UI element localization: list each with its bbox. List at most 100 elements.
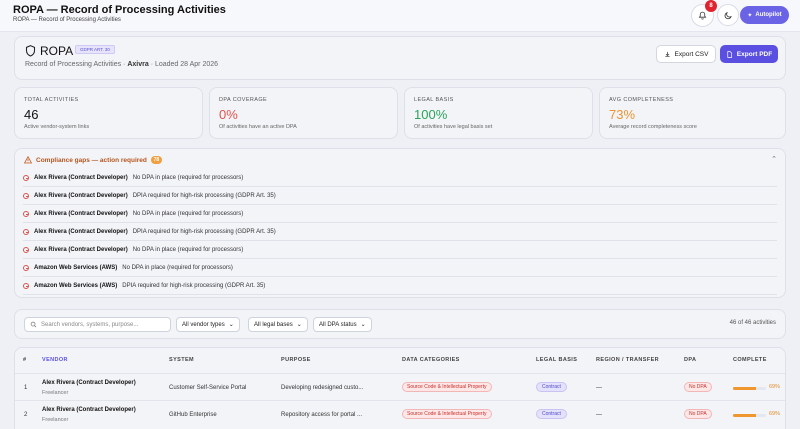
file-icon bbox=[727, 50, 732, 58]
stat-value: 100% bbox=[414, 107, 448, 122]
gap-row[interactable]: Amazon Web Services (AWS) DPIA required f… bbox=[23, 278, 777, 295]
stat-value: 46 bbox=[24, 107, 39, 122]
gap-issue: No DPA in place (required for processors… bbox=[132, 247, 244, 253]
export-pdf-label: Export PDF bbox=[736, 50, 773, 58]
export-csv-button[interactable]: Export CSV bbox=[656, 45, 716, 63]
autopilot-label: Autopilot bbox=[755, 12, 782, 18]
system-name: GitHub Enterprise bbox=[169, 412, 217, 418]
vendor-type-value: All vendor types bbox=[182, 321, 225, 328]
dpa-status-tag: No DPA bbox=[684, 409, 712, 419]
meta-suffix: · Loaded 28 Apr 2026 bbox=[150, 61, 219, 68]
gap-vendor: Alex Rivera (Contract Developer) bbox=[34, 211, 128, 217]
gaps-count-badge: 78 bbox=[150, 156, 162, 164]
column-header-region[interactable]: REGION / TRANSFER bbox=[596, 357, 660, 363]
shield-icon bbox=[25, 45, 36, 57]
row-number: 1 bbox=[24, 385, 28, 391]
row-number: 2 bbox=[24, 412, 28, 418]
gdpr-badge: GDPR ART. 30 bbox=[75, 45, 115, 54]
error-icon bbox=[23, 175, 29, 181]
completeness-bar bbox=[733, 414, 766, 417]
compliance-gaps-header[interactable]: Compliance gaps — action required 78 bbox=[24, 156, 162, 164]
page-title: ROPA — Record of Processing Activities bbox=[13, 4, 226, 16]
vendor-name[interactable]: Alex Rivera (Contract Developer) bbox=[42, 407, 136, 413]
column-header-vendor[interactable]: VENDOR bbox=[42, 357, 68, 363]
vendor-type: Freelancer bbox=[42, 417, 69, 423]
top-bar: ROPA — Record of Processing Activities R… bbox=[0, 0, 800, 32]
bell-icon bbox=[698, 11, 707, 20]
gap-vendor: Alex Rivera (Contract Developer) bbox=[34, 247, 128, 253]
completeness-percent: 69% bbox=[769, 384, 781, 390]
gap-vendor: Amazon Web Services (AWS) bbox=[34, 265, 118, 271]
gap-vendor: Alex Rivera (Contract Developer) bbox=[34, 175, 128, 181]
page-subtitle: ROPA — Record of Processing Activities bbox=[13, 17, 121, 23]
column-header-complete[interactable]: COMPLETE bbox=[733, 357, 767, 363]
vendor-name[interactable]: Alex Rivera (Contract Developer) bbox=[42, 380, 136, 386]
gap-row[interactable]: Amazon Web Services (AWS) No DPA in place… bbox=[23, 260, 777, 277]
warning-icon bbox=[24, 156, 32, 164]
region-transfer: — bbox=[596, 385, 602, 391]
legal-basis-tag: Contract bbox=[536, 409, 567, 419]
column-header-dpa[interactable]: DPA bbox=[684, 357, 697, 363]
stat-label: TOTAL ACTIVITIES bbox=[24, 97, 79, 103]
column-header-number: # bbox=[23, 357, 27, 363]
filters-bar: Search vendors, systems, purpose... All … bbox=[14, 309, 786, 339]
legal-basis-tag: Contract bbox=[536, 382, 567, 392]
gap-row[interactable]: Alex Rivera (Contract Developer) DPIA req… bbox=[23, 188, 777, 205]
dpa-status-select[interactable]: All DPA status ⌄ bbox=[313, 317, 372, 332]
completeness-percent: 69% bbox=[769, 411, 781, 417]
data-category-tag: Source Code & Intellectual Property bbox=[402, 382, 492, 392]
compliance-gaps-title: Compliance gaps — action required bbox=[36, 156, 147, 164]
table-row[interactable]: 1 Alex Rivera (Contract Developer) Freelan… bbox=[15, 373, 785, 400]
column-header-system[interactable]: SYSTEM bbox=[169, 357, 195, 363]
gap-row[interactable]: Alex Rivera (Contract Developer) No DPA i… bbox=[23, 206, 777, 223]
purpose: Repository access for portal ... bbox=[281, 412, 363, 418]
gap-issue: DPIA required for high-risk processing (… bbox=[122, 283, 266, 289]
chevron-down-icon: ⌄ bbox=[296, 322, 302, 328]
gap-row[interactable]: Alex Rivera (Contract Developer) DPIA req… bbox=[23, 224, 777, 241]
search-input[interactable]: Search vendors, systems, purpose... bbox=[24, 317, 171, 332]
error-icon bbox=[23, 211, 29, 217]
export-csv-label: Export CSV bbox=[674, 50, 709, 58]
column-header-data-categories[interactable]: DATA CATEGORIES bbox=[402, 357, 460, 363]
notification-count-badge: 8 bbox=[705, 0, 717, 12]
theme-toggle-button[interactable] bbox=[717, 4, 739, 26]
gap-row[interactable]: Alex Rivera (Contract Developer) No DPA i… bbox=[23, 170, 777, 187]
chevron-down-icon: ⌄ bbox=[228, 322, 234, 328]
column-header-legal-basis[interactable]: LEGAL BASIS bbox=[536, 357, 578, 363]
stat-card-legal-basis: LEGAL BASIS 100% Of activities have lega… bbox=[404, 87, 593, 139]
legal-basis-select[interactable]: All legal bases ⌄ bbox=[248, 317, 308, 332]
error-icon bbox=[23, 247, 29, 253]
sparkle-icon: ✦ bbox=[747, 12, 753, 19]
gap-issue: DPIA required for high-risk processing (… bbox=[132, 229, 276, 235]
data-category-tag: Source Code & Intellectual Property bbox=[402, 409, 492, 419]
stat-label: DPA COVERAGE bbox=[219, 97, 268, 103]
ropa-title: ROPA bbox=[40, 44, 74, 58]
error-icon bbox=[23, 229, 29, 235]
stat-card-avg-completeness: AVG COMPLETENESS 73% Average record comp… bbox=[599, 87, 786, 139]
stat-hint: Of activities have an active DPA bbox=[219, 124, 297, 130]
error-icon bbox=[23, 283, 29, 289]
column-header-purpose[interactable]: PURPOSE bbox=[281, 357, 311, 363]
organization-name: Axivra bbox=[127, 61, 149, 68]
download-icon bbox=[664, 51, 670, 57]
table-row[interactable]: 2 Alex Rivera (Contract Developer) Freelan… bbox=[15, 400, 785, 427]
activities-table: # VENDOR SYSTEM PURPOSE DATA CATEGORIES … bbox=[14, 347, 786, 429]
ropa-header-card: ROPA GDPR ART. 30 Record of Processing A… bbox=[14, 36, 786, 80]
meta-prefix: Record of Processing Activities · bbox=[25, 61, 126, 68]
export-pdf-button[interactable]: Export PDF bbox=[720, 45, 778, 63]
legal-basis-value: All legal bases bbox=[254, 321, 293, 328]
gap-issue: No DPA in place (required for processors… bbox=[132, 211, 244, 217]
gap-row[interactable]: Alex Rivera (Contract Developer) No DPA i… bbox=[23, 242, 777, 259]
autopilot-button[interactable]: ✦ Autopilot bbox=[740, 6, 789, 24]
stat-hint: Average record completeness score bbox=[609, 124, 697, 130]
stat-card-dpa-coverage: DPA COVERAGE 0% Of activities have an ac… bbox=[209, 87, 398, 139]
vendor-type-select[interactable]: All vendor types ⌄ bbox=[176, 317, 240, 332]
stat-label: AVG COMPLETENESS bbox=[609, 97, 674, 103]
chevron-up-icon[interactable]: ⌃ bbox=[771, 156, 777, 163]
gap-issue: No DPA in place (required for processors… bbox=[132, 175, 244, 181]
moon-icon bbox=[724, 11, 732, 19]
stat-value: 0% bbox=[219, 107, 238, 122]
purpose: Developing redesigned custo... bbox=[281, 385, 364, 391]
region-transfer: — bbox=[596, 412, 602, 418]
completeness-bar bbox=[733, 387, 766, 390]
